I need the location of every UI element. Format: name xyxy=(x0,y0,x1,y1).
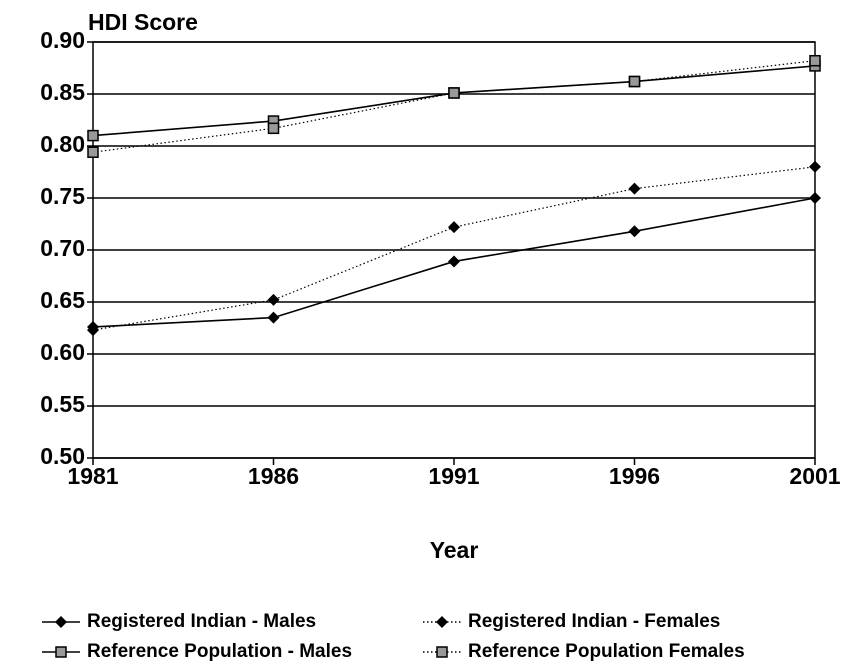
data-point xyxy=(267,122,280,135)
legend-marker xyxy=(55,646,67,658)
y-tick-label: 0.55 xyxy=(40,391,85,417)
y-tick-label: 0.85 xyxy=(40,79,85,105)
legend-label: Reference Population - Males xyxy=(87,641,352,662)
data-point xyxy=(628,75,641,88)
data-point xyxy=(809,192,821,204)
y-tick-label: 0.75 xyxy=(40,183,85,209)
y-axis-title: HDI Score xyxy=(88,9,198,35)
legend-label: Reference Population Females xyxy=(468,641,745,662)
y-tick-label: 0.90 xyxy=(40,27,85,53)
x-tick-label: 2001 xyxy=(789,463,840,489)
legend-marker xyxy=(55,616,67,628)
legend-marker xyxy=(436,646,448,658)
series-line xyxy=(92,60,816,153)
x-tick-label: 1981 xyxy=(67,463,118,489)
data-point xyxy=(628,182,641,195)
data-point xyxy=(267,311,280,324)
legend-label: Registered Indian - Males xyxy=(87,611,316,632)
y-tick-label: 0.80 xyxy=(40,131,85,157)
data-point xyxy=(87,324,99,337)
data-point xyxy=(809,54,821,67)
series-line xyxy=(92,166,816,331)
data-point xyxy=(628,225,641,238)
legend-label: Registered Indian - Females xyxy=(468,611,720,632)
x-tick-label: 1986 xyxy=(248,463,299,489)
plot-frame xyxy=(92,41,816,459)
x-tick-label: 1991 xyxy=(428,463,479,489)
data-point xyxy=(87,129,99,142)
x-tick-label: 1996 xyxy=(609,463,660,489)
data-point xyxy=(448,221,460,234)
series-line xyxy=(92,65,816,137)
data-point xyxy=(87,146,99,158)
data-point xyxy=(809,160,821,173)
y-tick-label: 0.50 xyxy=(40,443,85,469)
data-point xyxy=(448,87,460,99)
y-tick-label: 0.65 xyxy=(40,287,85,313)
legend-marker xyxy=(436,616,448,628)
y-tick-label: 0.60 xyxy=(40,339,85,365)
x-axis-title: Year xyxy=(430,537,479,563)
data-point xyxy=(267,293,280,306)
y-tick-label: 0.70 xyxy=(40,235,85,261)
data-point xyxy=(448,255,460,268)
